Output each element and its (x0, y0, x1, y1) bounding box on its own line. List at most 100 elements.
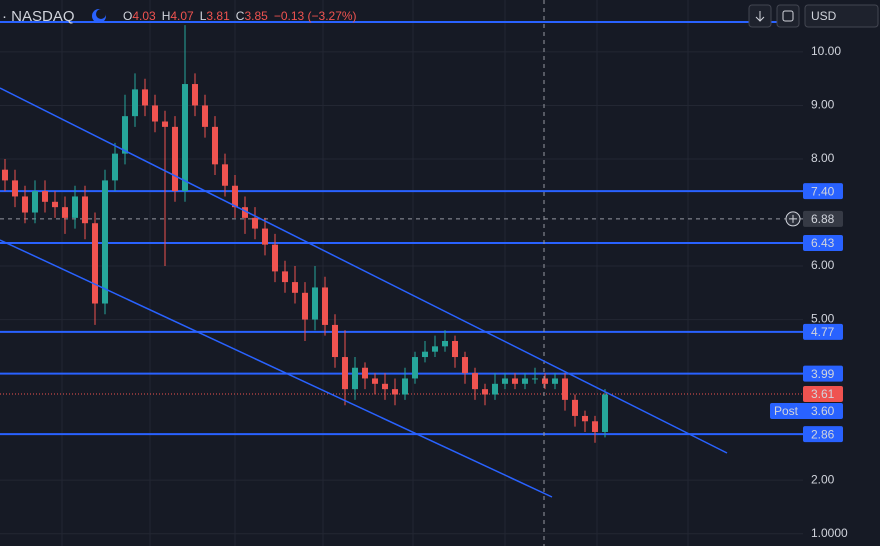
level-badge (803, 323, 843, 340)
last-price-label: 3.61 (811, 387, 835, 401)
candle-body (392, 389, 398, 395)
last-price-badge (803, 385, 843, 402)
candle-body (22, 196, 28, 213)
candle-body (382, 383, 388, 390)
ohlc-legend: O4.03 H4.07 L3.81 C3.85 −0.13 (−3.27%) (123, 9, 357, 23)
level-badge (803, 426, 843, 443)
candle-body (302, 292, 308, 320)
candle-body (132, 89, 138, 117)
candle-body (12, 180, 18, 197)
level-badge (803, 365, 843, 382)
trend-lines (0, 87, 728, 498)
y-tick-label: 5.00 (811, 312, 835, 326)
candle-body (602, 394, 608, 432)
candle-body (262, 228, 268, 245)
candle-body (332, 324, 338, 358)
candle-body (372, 378, 378, 384)
icon (782, 10, 794, 22)
post-text: Post (774, 404, 799, 418)
candle-body (202, 105, 208, 127)
y-tick-label: 6.00 (811, 258, 835, 272)
header: · NASDAQ O4.03 H4.07 L3.81 C3.85 −0.13 (−3.2… (2, 4, 879, 28)
candle-body (322, 287, 328, 325)
level-badge (803, 183, 843, 200)
candle-body (442, 340, 448, 347)
legend-key: C (236, 9, 245, 23)
candle-body (572, 399, 578, 416)
icon (755, 11, 765, 22)
y-tick-label: 10.00 (811, 44, 841, 58)
y-tick-label: 8.00 (811, 151, 835, 165)
candle-body (412, 357, 418, 379)
y-tick-label: 9.00 (811, 98, 835, 112)
icon (789, 214, 797, 223)
legend-change: −0.13 (−3.27%) (274, 9, 357, 23)
legend-value: 3.81 (206, 9, 230, 23)
candle-body (362, 367, 368, 379)
vertical-grid (61, 0, 689, 546)
candle-body (142, 89, 148, 106)
candle-body (272, 244, 278, 272)
crosshair-badge (803, 210, 843, 227)
candle-body (72, 196, 78, 218)
candle-body (2, 169, 8, 181)
candle-body (562, 378, 568, 400)
candle-body (192, 84, 198, 106)
price-axis (803, 0, 880, 546)
candle-body (452, 340, 458, 358)
candle-body (252, 217, 258, 229)
candle-body (312, 287, 318, 320)
status-icon (96, 9, 106, 19)
candle-body (112, 153, 118, 181)
candle-body (502, 378, 508, 384)
candle-body (52, 201, 58, 208)
candle-body (32, 191, 38, 213)
level-label: 6.43 (811, 236, 835, 250)
legend-key: O (123, 9, 132, 23)
legend-key: L (200, 9, 207, 23)
candle-body (422, 351, 428, 358)
post-badge (770, 402, 843, 419)
y-tick-label: 2.00 (811, 472, 835, 486)
candle-body (92, 223, 98, 304)
candle-body (282, 271, 288, 283)
post-price-label: 3.60 (811, 404, 835, 418)
candle-body (232, 185, 238, 208)
currency: USD (811, 9, 837, 23)
crosshair-label: 6.88 (811, 212, 835, 226)
candle-body (152, 105, 158, 122)
legend-value: 3.85 (244, 9, 268, 23)
candle-body (402, 378, 408, 395)
candle-body (122, 116, 128, 154)
candle-body (492, 383, 498, 395)
candle-body (482, 389, 488, 395)
level-label: 2.86 (811, 427, 835, 441)
candle-body (522, 378, 528, 384)
candle-body (162, 121, 168, 127)
candle-body (42, 191, 48, 202)
candle-body (462, 357, 468, 374)
candle-body (182, 84, 188, 192)
candle-body (582, 415, 588, 422)
y-tick-label: 1.0000 (811, 526, 848, 540)
candle-body (552, 378, 558, 384)
candle-body (62, 207, 68, 218)
level-label: 7.40 (811, 184, 835, 198)
candle-body (542, 378, 548, 384)
candle-body (82, 196, 88, 224)
candle-body (352, 367, 358, 390)
symbol: · NASDAQ (2, 8, 75, 25)
level-label: 4.77 (811, 325, 835, 339)
candle-body (172, 126, 178, 192)
candle-body (532, 378, 538, 380)
candle-body (212, 126, 218, 165)
candle-body (512, 378, 518, 384)
candle-body (472, 373, 478, 390)
currency-button[interactable] (804, 4, 879, 28)
candle-body (432, 346, 438, 352)
legend-key: H (162, 9, 171, 23)
candle-body (222, 164, 228, 186)
refresh-button[interactable] (776, 4, 800, 28)
